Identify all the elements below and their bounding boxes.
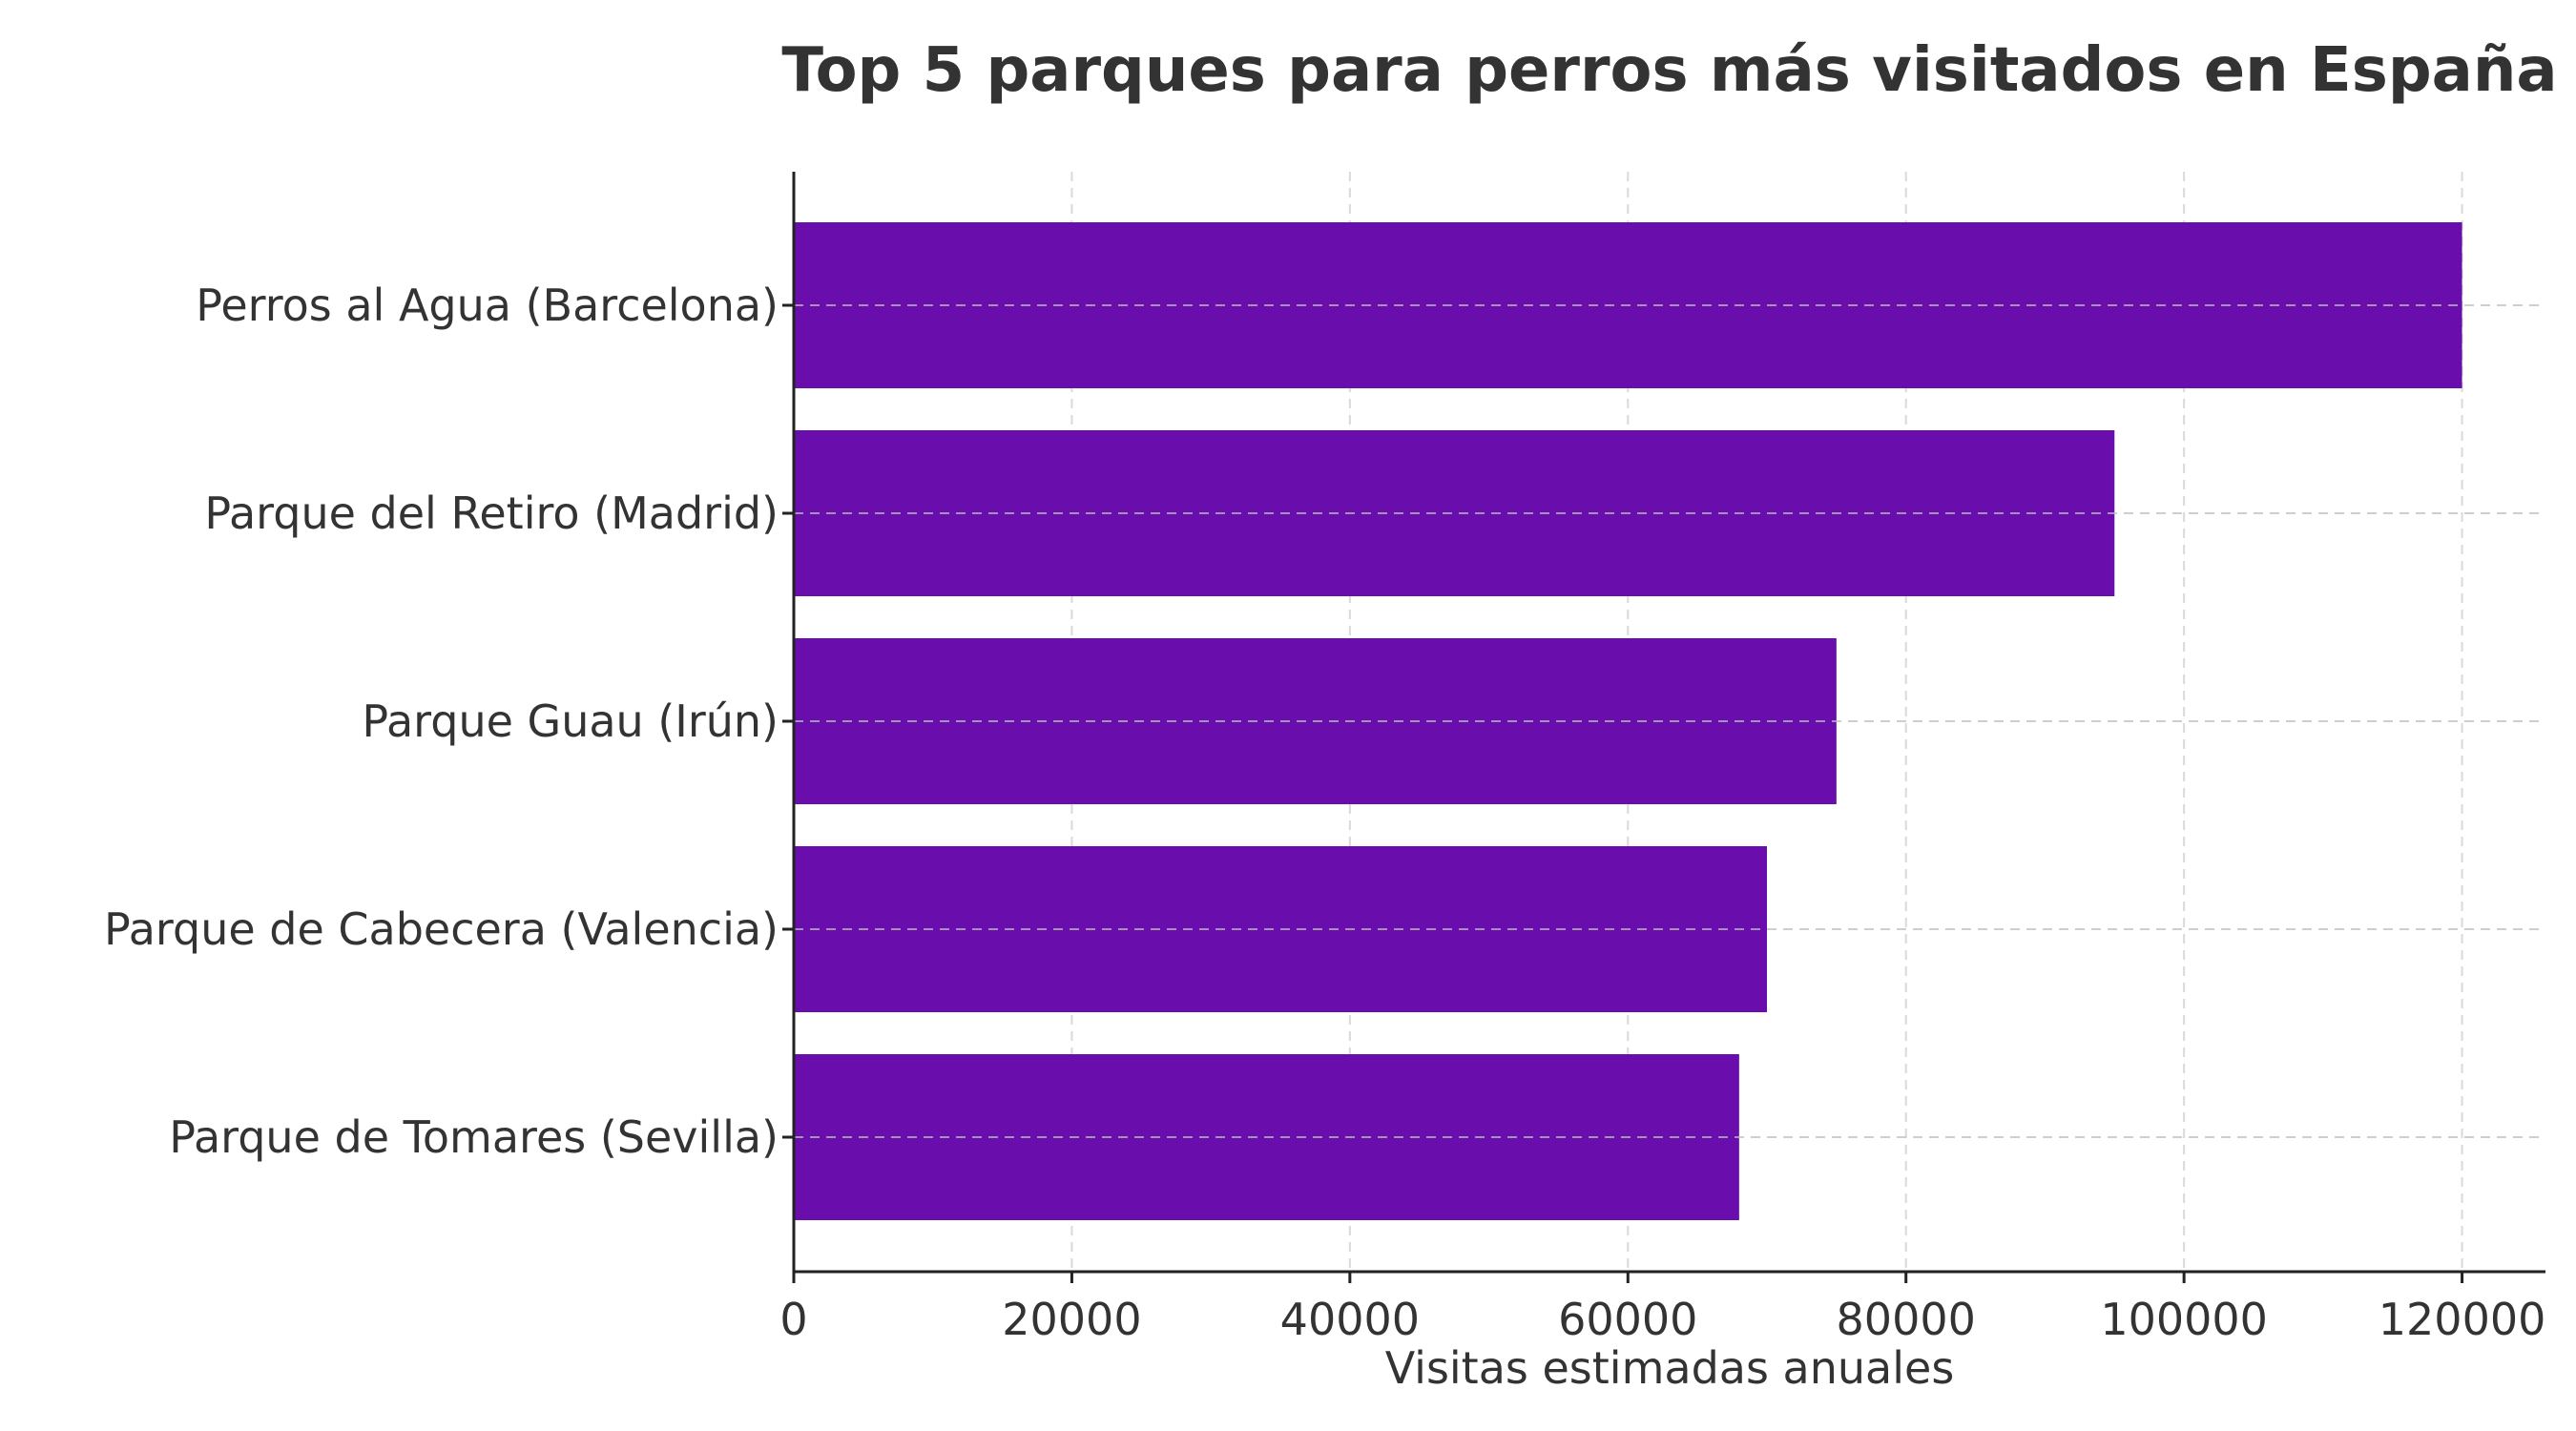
x-tick-labels: 0 20000 40000 60000 80000 100000 120000 [779,1272,2545,1345]
y-tick-label: Perros al Agua (Barcelona) [196,280,779,331]
y-tick-label: Parque de Cabecera (Valencia) [104,903,779,955]
x-tick-label: 100000 [2100,1294,2268,1345]
x-tick-label: 20000 [1002,1294,1141,1345]
x-tick-label: 120000 [2379,1294,2546,1345]
y-tick-label: Parque de Tomares (Sevilla) [169,1111,779,1163]
chart-title: Top 5 parques para perros más visitados … [781,35,2557,106]
x-tick-label: 40000 [1280,1294,1420,1345]
x-tick-label: 80000 [1837,1294,1976,1345]
y-tick-label: Parque del Retiro (Madrid) [204,487,779,539]
category-grid-lines [794,304,2545,1138]
y-tick-label: Parque Guau (Irún) [362,695,779,747]
x-axis-label: Visitas estimadas anuales [1385,1342,1955,1394]
y-tick-labels: Perros al Agua (Barcelona) Parque del Ret… [104,280,794,1163]
x-tick-label: 0 [779,1294,807,1345]
x-tick-label: 60000 [1558,1294,1697,1345]
